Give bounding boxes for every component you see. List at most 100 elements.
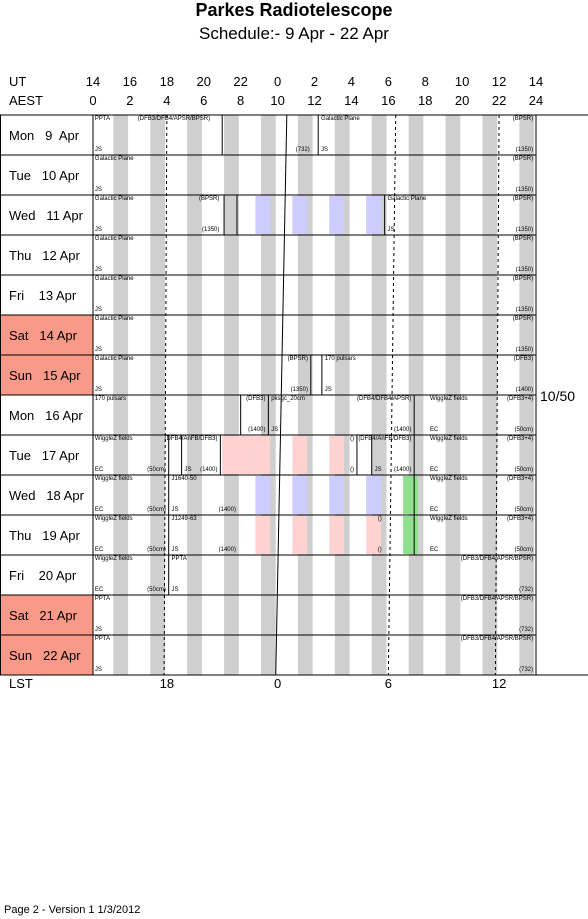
slot-annotation: (DFB3+4)	[506, 396, 534, 402]
slot-annotation: (BPSR)	[512, 116, 534, 122]
slot-annotation: (732)	[519, 587, 534, 593]
day-label: Thu 12 Apr	[9, 248, 80, 263]
slot-annotation: PPTA	[94, 636, 111, 642]
slot-annotation: JS	[271, 427, 279, 433]
slot-annotation: 170 pulsars	[94, 396, 126, 402]
slot-annotation: ()	[377, 516, 382, 522]
colored-slot	[255, 196, 271, 234]
slot-annotation: WiggleZ fields	[429, 476, 468, 482]
slot-annotation: EC	[429, 467, 439, 473]
slot-annotation: EC	[94, 467, 104, 473]
slot-annotation: PPTA	[171, 556, 187, 562]
colored-slot	[292, 476, 308, 514]
day-label: Mon 16 Apr	[9, 408, 83, 423]
ut-tick: 22	[233, 74, 248, 89]
day-label: Sun 22 Apr	[9, 648, 81, 663]
ut-axis-label: UT	[9, 74, 27, 89]
slot-annotation: (50cm)	[147, 467, 166, 473]
aest-tick: 4	[163, 93, 171, 108]
aest-tick: 12	[307, 93, 322, 108]
slot-annotation: WiggleZ fields	[429, 436, 468, 442]
ut-axis: UT 14 16 18 20 22 0 2 4 6 8 10 12 14	[0, 74, 588, 90]
slot-annotation: Galactic Plane	[387, 196, 427, 202]
slot-annotation: JS	[94, 387, 102, 393]
lst-zero-line	[275, 114, 288, 676]
day-label: Mon 9 Apr	[9, 128, 80, 143]
slot-annotation: (732)	[519, 627, 534, 633]
slot-annotation: (50cm)	[147, 507, 166, 513]
slot-annotation: (1400)	[515, 387, 534, 393]
ut-tick: 14	[528, 74, 544, 89]
slot-annotation: JS	[321, 147, 329, 153]
colored-slot	[329, 516, 345, 554]
colored-slot	[255, 436, 271, 474]
slot-annotation: EC	[94, 507, 104, 513]
aest-tick: 24	[528, 93, 544, 108]
slot-annotation: WiggleZ fields	[429, 396, 468, 402]
slot-annotation: WiggleZ fields	[429, 516, 468, 522]
slot-annotation: (50cm)	[147, 587, 166, 593]
colored-slot	[366, 476, 381, 514]
slot-annotation: JS	[94, 147, 102, 153]
slot-annotation: JS	[94, 227, 102, 233]
slot-annotation: JS	[171, 507, 179, 513]
colored-slot	[255, 516, 271, 554]
ut-tick: 2	[310, 74, 319, 89]
slot-annotation: (1350)	[290, 387, 308, 393]
aest-tick: 18	[418, 93, 433, 108]
weekend-cell	[0, 595, 93, 635]
colored-slot	[366, 196, 381, 234]
slot-annotation: Galactic Plane	[94, 236, 134, 242]
aest-axis-label: AEST	[9, 93, 43, 108]
aest-tick: 6	[200, 93, 208, 108]
slot-annotation: JS	[374, 467, 382, 473]
colored-slot	[366, 516, 381, 554]
slot-annotation: (DFB3/DFB4/APSR/BPSR)	[460, 556, 534, 562]
slot-annotation: (DFB3/DFB4/APSR/BPSR)	[460, 596, 534, 602]
slot-annotation: (BPSR)	[287, 356, 308, 362]
slot-annotation: J1249-63	[171, 516, 197, 522]
lst-tick: 6	[384, 676, 392, 691]
ut-tick: 12	[491, 74, 507, 89]
slot-annotation: JS	[94, 627, 102, 633]
slot-annotation: Galactic Plane	[94, 316, 134, 322]
slot-annotation: WiggleZ fields	[94, 556, 133, 562]
ut-tick: 16	[122, 74, 138, 89]
lst-tick: 0	[273, 676, 282, 691]
slot-annotation: WiggleZ fields	[94, 516, 133, 522]
ut-tick: 6	[384, 74, 392, 89]
slot-annotation: (50cm)	[514, 427, 534, 433]
slot-annotation: EC	[94, 547, 104, 553]
slot-annotation: EC	[429, 427, 439, 433]
ut-tick: 18	[159, 74, 175, 89]
slot-annotation: (DFB4/AnFB/DFB3)	[358, 436, 412, 442]
slot-annotation: (1400)	[218, 547, 236, 553]
slot-annotation: Galactic Plane	[94, 276, 134, 282]
slot-annotation: (1350)	[202, 227, 220, 233]
slot-annotation: Galactic Plane	[94, 156, 134, 162]
day-label: Wed 18 Apr	[9, 488, 84, 503]
slot-annotation: (DFB3)	[246, 396, 266, 402]
slot-annotation: JS	[94, 187, 102, 193]
slot-annotation: (1350)	[515, 267, 534, 273]
slot-annotation: EC	[429, 507, 439, 513]
colored-slot	[292, 436, 308, 474]
slot-annotation: (50cm)	[147, 547, 166, 553]
colored-slot	[255, 476, 271, 514]
slot-annotation: Galactic Plane	[94, 356, 134, 362]
day-label: Wed 11 Apr	[9, 208, 83, 223]
slot-annotation: (DFB4/AnFB/DFB3)	[164, 436, 218, 442]
slot-annotation: ()	[350, 436, 355, 442]
weekend-cell	[0, 315, 93, 355]
slot-annotation: JS	[94, 307, 102, 313]
slot-annotation: pksgc_20cm	[271, 396, 305, 402]
slot-annotation: (DFB3/DFB4/APSR/BPSR)	[460, 636, 534, 642]
colored-slot	[403, 516, 418, 554]
slot-annotation: JS	[171, 587, 179, 593]
aest-tick: 2	[126, 93, 134, 108]
slot-annotation: (DFB3+4)	[506, 516, 534, 522]
slot-annotation: JS	[94, 267, 102, 273]
day-label: Fri 13 Apr	[9, 288, 77, 303]
page-title: Parkes Radiotelescope	[195, 0, 393, 20]
slot-annotation: EC	[94, 587, 104, 593]
